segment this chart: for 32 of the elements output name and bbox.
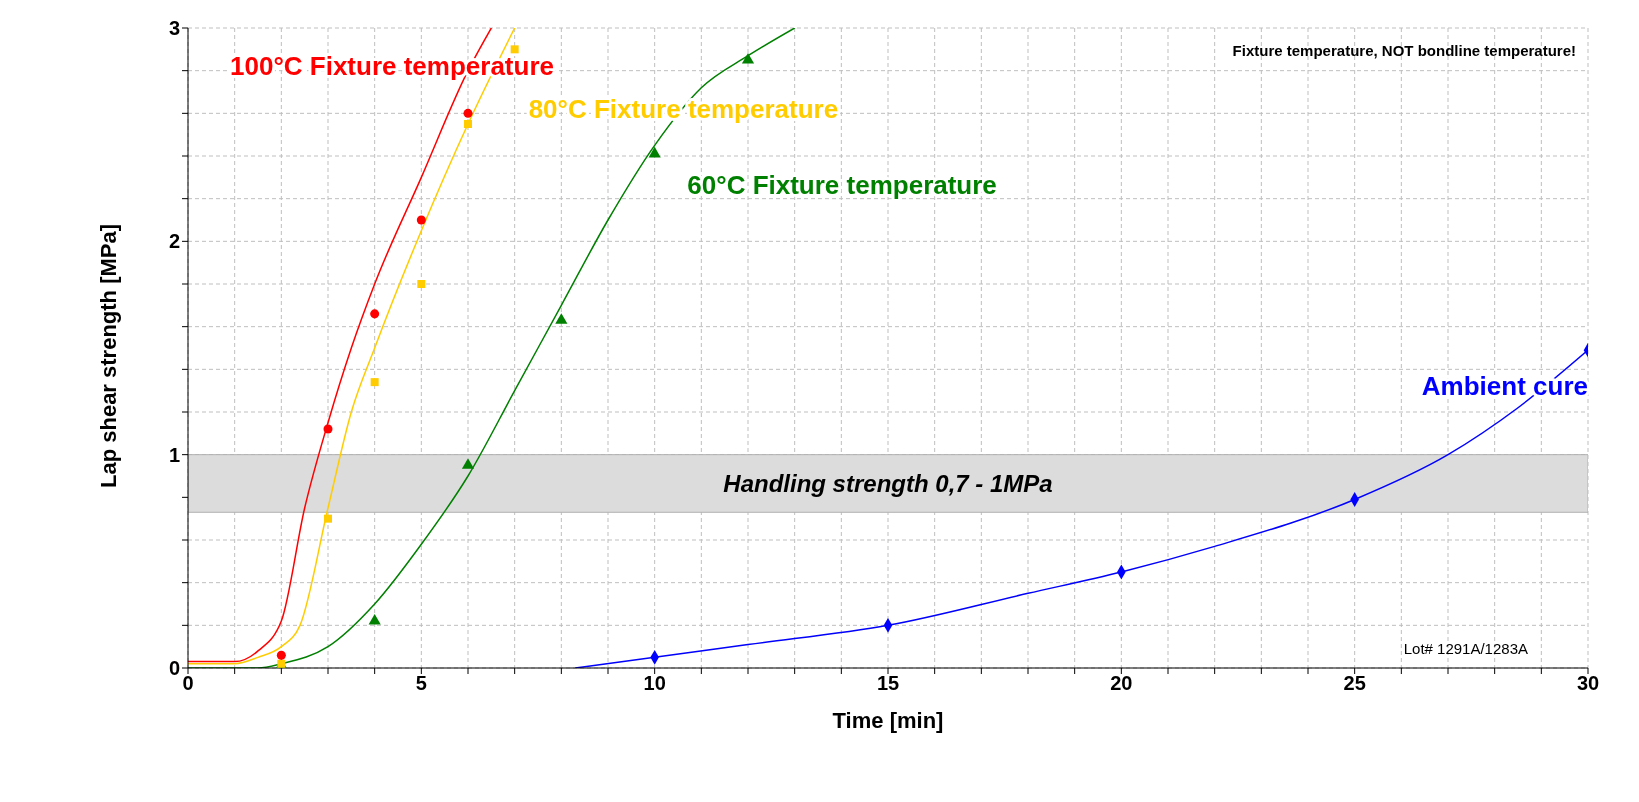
annotation: Lot# 1291A/1283A bbox=[1403, 640, 1528, 657]
point bbox=[461, 458, 475, 469]
y-axis-title: Lap shear strength [MPa] bbox=[95, 223, 121, 488]
point bbox=[416, 215, 426, 225]
band-label: Handling strength 0,7 - 1MPa bbox=[723, 469, 1053, 497]
point bbox=[741, 52, 755, 64]
point bbox=[370, 378, 379, 387]
x-tick-label: 15 bbox=[876, 672, 900, 695]
point bbox=[555, 313, 568, 324]
point bbox=[276, 650, 286, 660]
point bbox=[417, 280, 426, 288]
x-tick-label: 20 bbox=[1110, 672, 1133, 695]
x-axis-title: Time [min] bbox=[832, 708, 944, 733]
point bbox=[464, 120, 472, 128]
x-tick-label: 0 bbox=[182, 672, 194, 695]
x-tick-label: 5 bbox=[415, 672, 427, 695]
y-tick-label: 2 bbox=[168, 230, 180, 253]
x-tick-label: 10 bbox=[643, 672, 666, 695]
annotation: Fixture temperature, NOT bondline temperature! bbox=[1232, 42, 1576, 59]
point bbox=[463, 108, 473, 118]
point bbox=[323, 424, 333, 434]
point bbox=[368, 614, 381, 625]
y-tick-label: 1 bbox=[168, 443, 180, 466]
y-tick-label: 3 bbox=[168, 17, 180, 40]
point bbox=[648, 146, 661, 158]
point bbox=[324, 514, 332, 523]
series-label: 80°C Fixture temperature bbox=[528, 93, 839, 124]
series-label: 60°C Fixture temperature bbox=[687, 170, 997, 201]
y-tick-label: 0 bbox=[168, 657, 180, 680]
x-tick-label: 25 bbox=[1343, 672, 1366, 695]
x-tick-label: 30 bbox=[1576, 672, 1600, 695]
point bbox=[370, 309, 380, 319]
